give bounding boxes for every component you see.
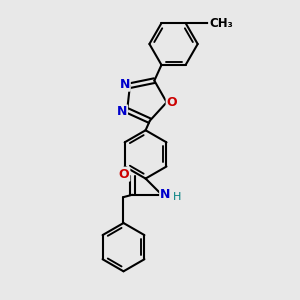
Text: N: N xyxy=(117,105,127,119)
Text: H: H xyxy=(173,192,181,202)
Text: N: N xyxy=(119,78,130,91)
Text: CH₃: CH₃ xyxy=(209,16,233,30)
Text: O: O xyxy=(119,168,129,181)
Text: N: N xyxy=(160,188,170,201)
Text: O: O xyxy=(167,96,177,109)
